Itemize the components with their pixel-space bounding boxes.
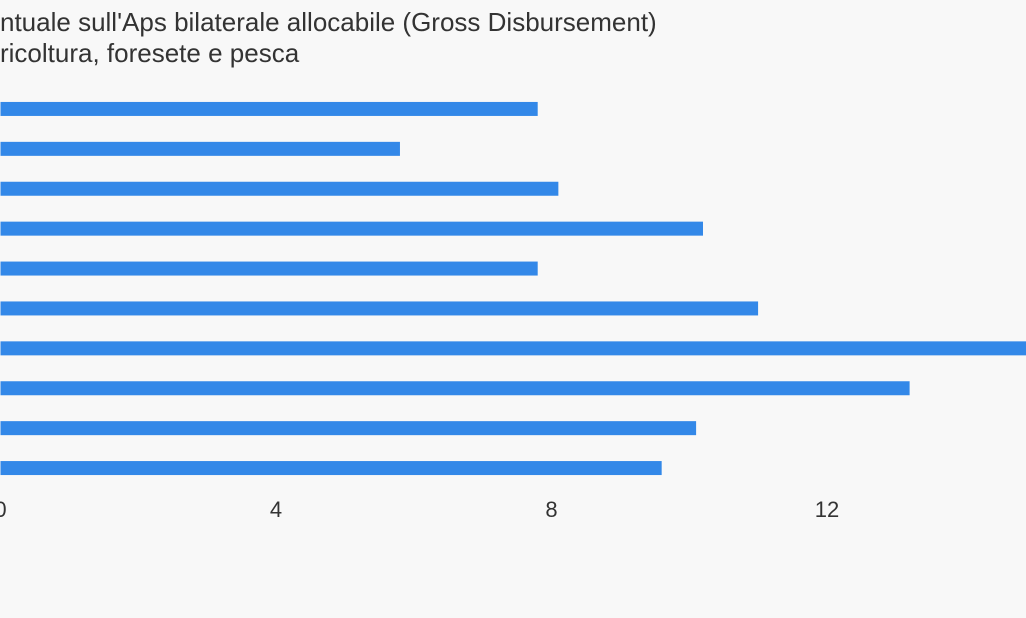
- bar: [0, 421, 697, 436]
- bar: [0, 261, 538, 276]
- chart-title: ntuale sull'Aps bilaterale allocabile (G…: [0, 7, 657, 37]
- bar: [0, 181, 559, 196]
- chart-subtitle: ricoltura, foresete e pesca: [0, 38, 300, 68]
- x-tick-label: 0: [0, 497, 7, 522]
- x-tick-label: 12: [815, 497, 839, 522]
- bar: [0, 101, 538, 116]
- bar: [0, 301, 759, 316]
- bar: [0, 461, 662, 476]
- bar: [0, 221, 703, 236]
- x-tick-label: 4: [270, 497, 282, 522]
- bar: [0, 141, 400, 156]
- x-tick-label: 8: [545, 497, 557, 522]
- bar: [0, 381, 910, 396]
- bar: [0, 341, 1026, 356]
